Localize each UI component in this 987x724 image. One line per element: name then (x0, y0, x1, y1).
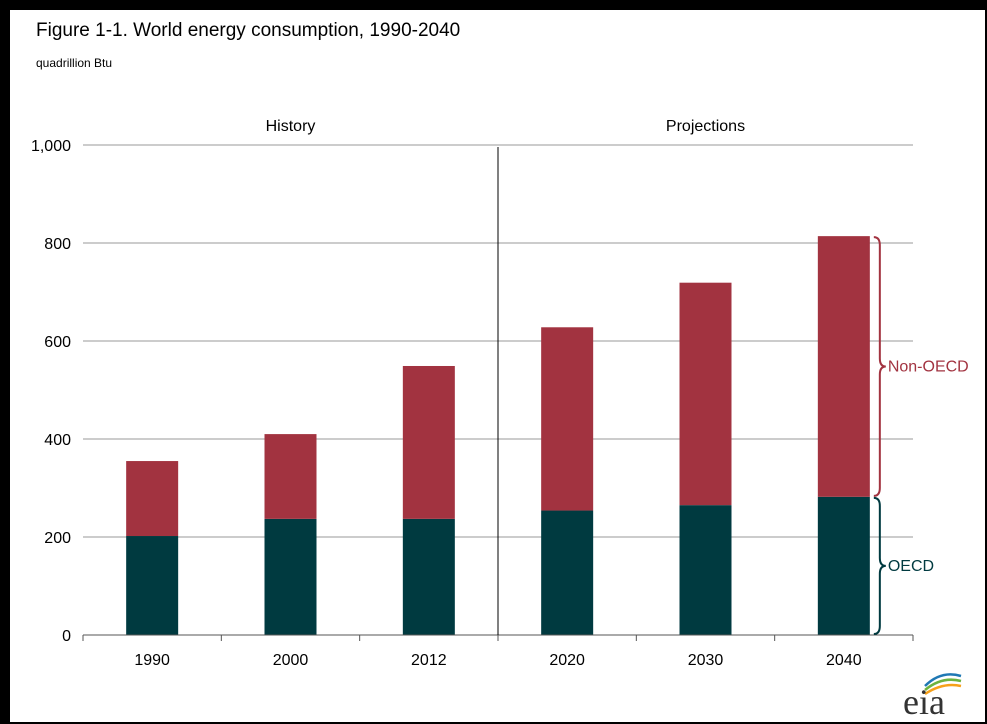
chart-title: Figure 1-1. World energy consumption, 19… (36, 20, 461, 41)
bars (126, 236, 870, 635)
bar-non-oecd-2000 (264, 434, 317, 519)
section-label-history: History (266, 118, 316, 135)
y-tick-label: 200 (44, 530, 71, 547)
eia-logo-icon: eia (895, 670, 969, 722)
chart-plot: 0 200 400 600 800 1,000 1990 2000 2012 2020 2030 20… (31, 118, 969, 669)
y-tick-label: 400 (44, 432, 71, 449)
bar-non-oecd-2020 (541, 327, 594, 511)
bar-oecd-2040 (817, 496, 870, 635)
axes: 0 200 400 600 800 1,000 1990 2000 2012 2020 2030 20… (31, 118, 914, 669)
x-tick-label: 2012 (411, 652, 447, 669)
bar-oecd-2030 (679, 505, 732, 635)
bar-non-oecd-2030 (679, 282, 732, 506)
y-tick-label: 0 (62, 628, 71, 645)
x-tick-label: 2020 (549, 652, 585, 669)
x-tick-label: 2030 (688, 652, 724, 669)
annotation-label-oecd: OECD (888, 558, 934, 575)
y-tick-label: 800 (44, 236, 71, 253)
logo-text: eia (903, 682, 945, 720)
x-tick-label: 2000 (273, 652, 309, 669)
bar-oecd-1990 (126, 536, 179, 635)
y-tick-label: 1,000 (31, 138, 71, 155)
x-tick-label: 1990 (134, 652, 170, 669)
bar-oecd-2012 (402, 518, 455, 635)
annotations: Non-OECD OECD (873, 236, 969, 635)
bar-non-oecd-2012 (402, 365, 455, 519)
chart-subtitle: quadrillion Btu (36, 56, 113, 70)
bracket-non-oecd (873, 236, 886, 497)
chart-frame: Figure 1-1. World energy consumption, 19… (10, 10, 985, 722)
bar-non-oecd-2040 (817, 236, 870, 497)
bracket-oecd (873, 496, 886, 635)
annotation-label-non-oecd: Non-OECD (888, 358, 969, 375)
bar-non-oecd-1990 (126, 461, 179, 537)
bar-oecd-2020 (541, 510, 594, 635)
bar-oecd-2000 (264, 518, 317, 635)
y-tick-label: 600 (44, 334, 71, 351)
section-label-projections: Projections (666, 118, 745, 135)
x-tick-label: 2040 (826, 652, 862, 669)
